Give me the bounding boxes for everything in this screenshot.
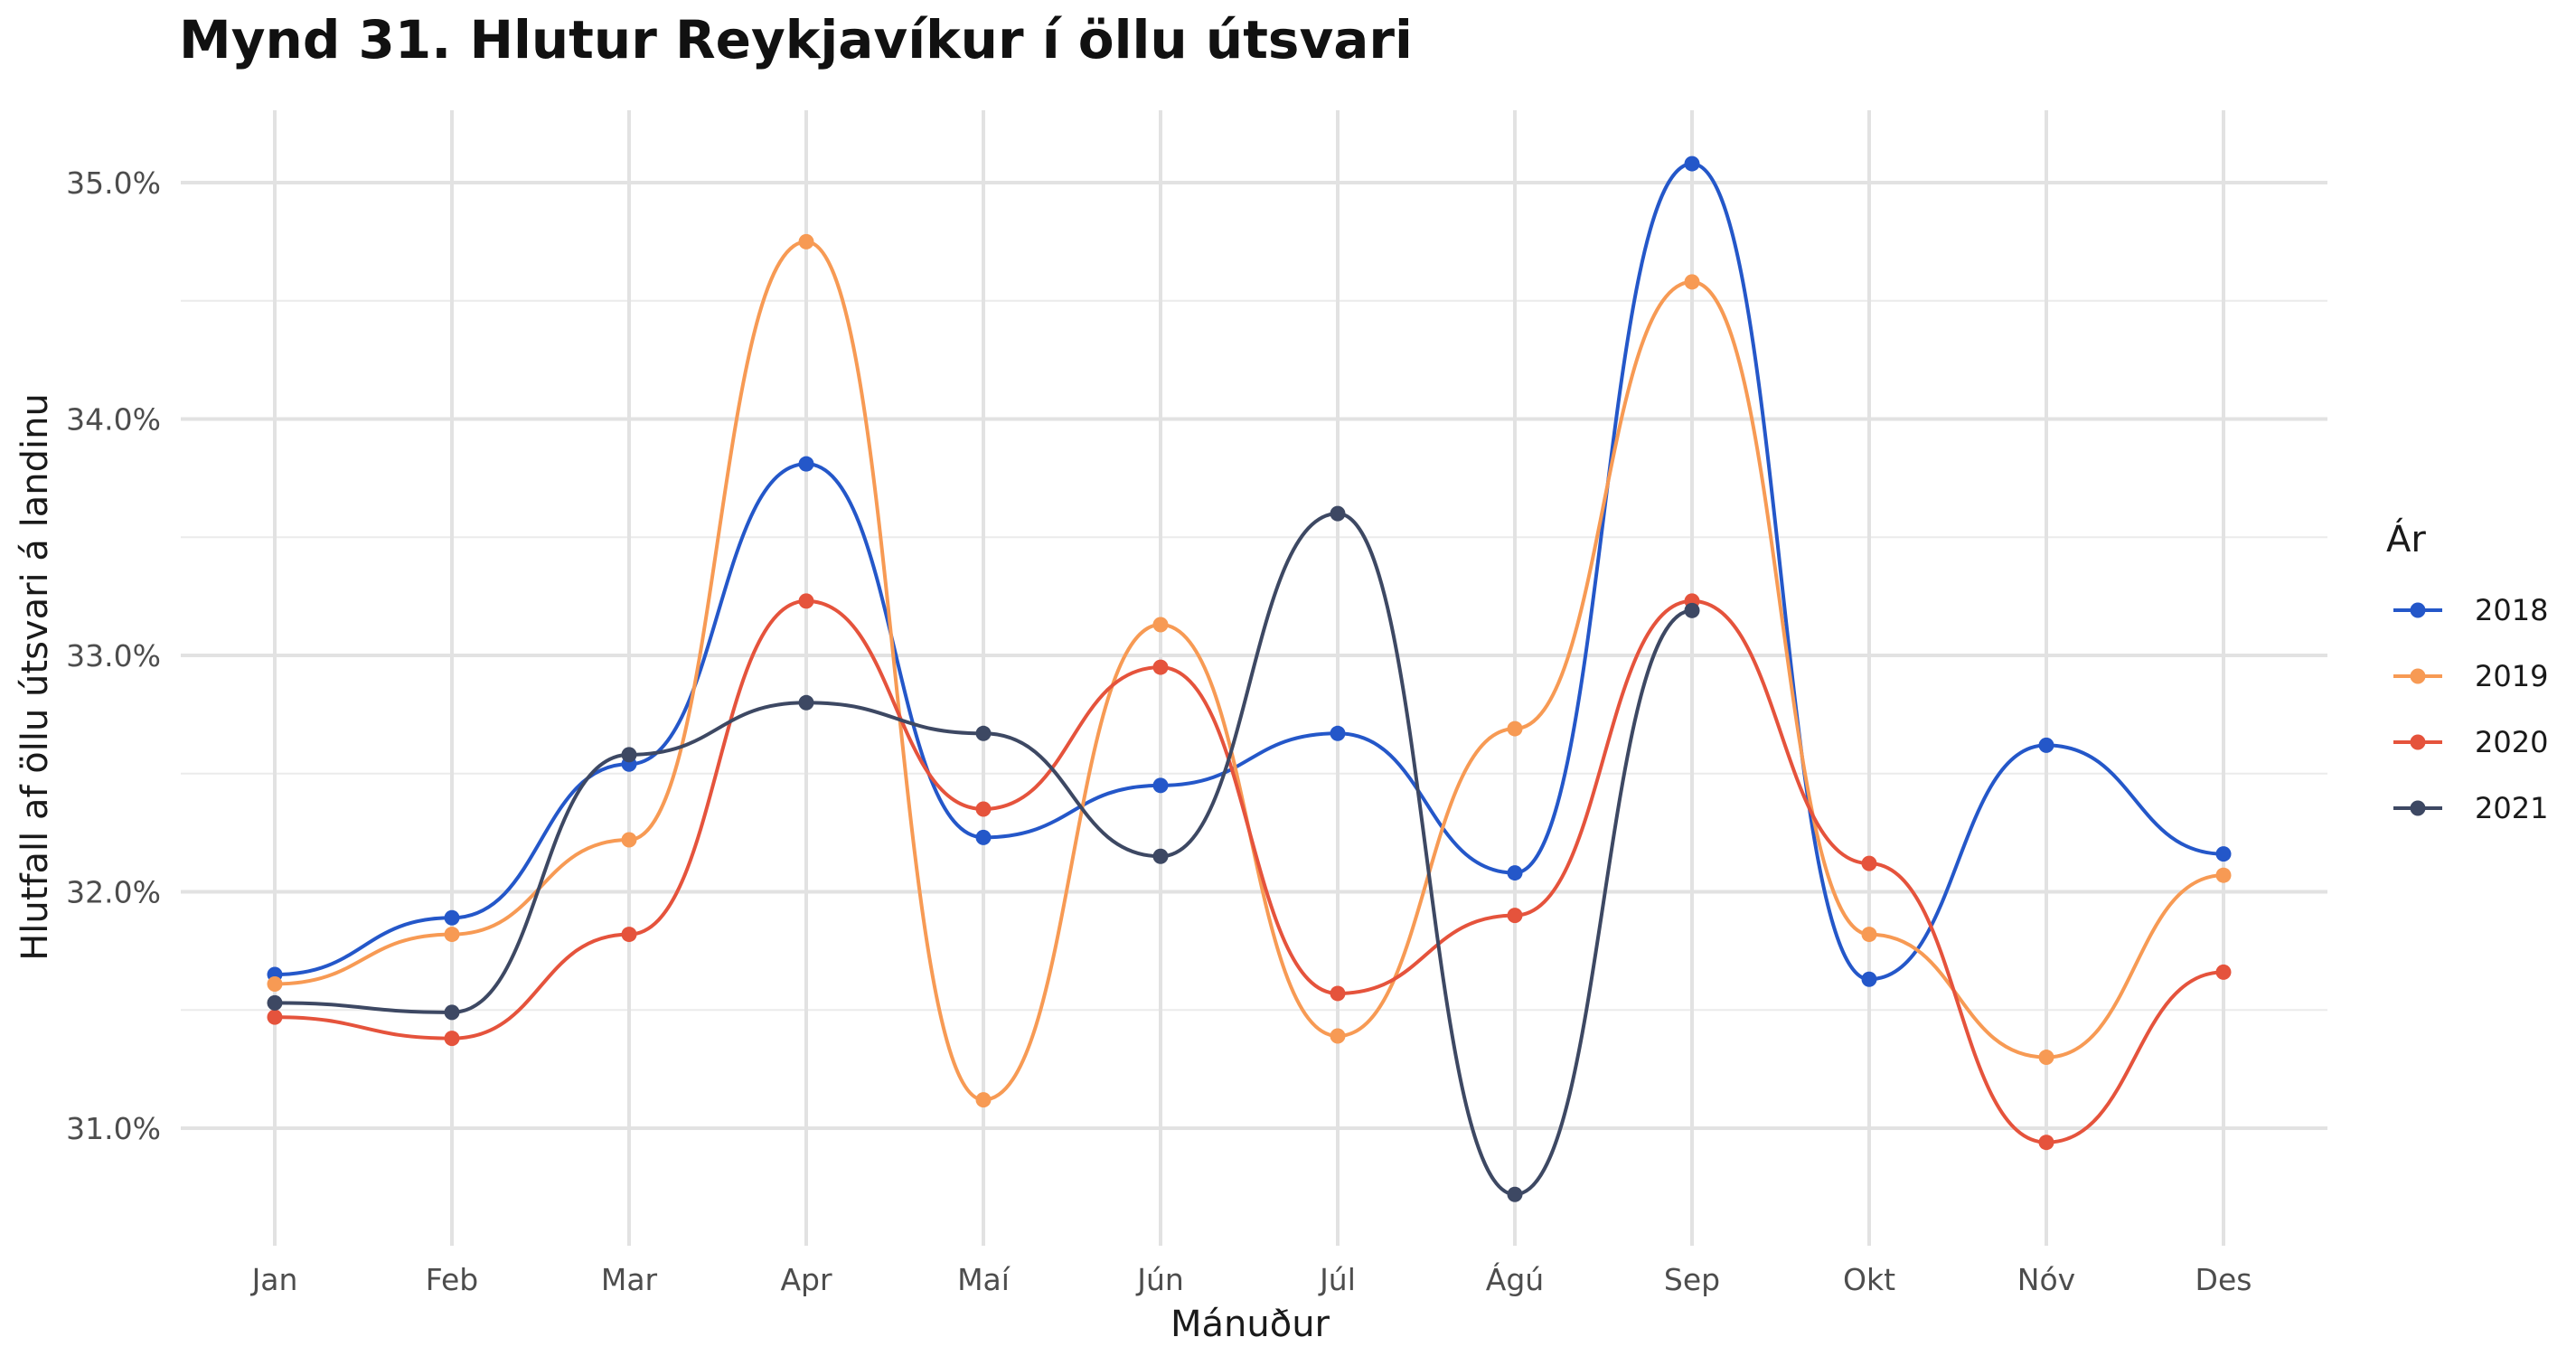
data-point-2019 [1330, 1028, 1346, 1044]
data-point-2019 [1152, 617, 1169, 633]
x-tick-label: Jan [250, 1262, 298, 1297]
data-point-2021 [1507, 1186, 1523, 1202]
data-point-2020 [621, 927, 637, 943]
data-point-2019 [975, 1092, 992, 1108]
x-axis-title: Mánuður [1170, 1304, 1330, 1345]
data-point-2018 [1330, 725, 1346, 741]
data-point-2020 [1152, 659, 1169, 675]
data-point-2021 [621, 747, 637, 763]
data-point-2021 [1684, 602, 1700, 618]
data-point-2018 [444, 909, 460, 926]
legend-key-point [2410, 734, 2426, 750]
data-point-2020 [2038, 1135, 2054, 1151]
data-point-2021 [444, 1004, 460, 1021]
data-point-2020 [444, 1031, 460, 1047]
legend-label: 2020 [2475, 725, 2548, 759]
series-line-2019 [274, 240, 2224, 1102]
x-tick-label: Maí [957, 1262, 1011, 1297]
data-point-2019 [2038, 1050, 2054, 1066]
data-point-2018 [2215, 846, 2232, 862]
data-point-2019 [444, 927, 460, 943]
x-tick-label: Sep [1664, 1262, 1720, 1297]
data-point-2018 [1152, 777, 1169, 794]
x-tick-label: Júl [1318, 1262, 1356, 1297]
data-point-2020 [1861, 855, 1877, 871]
x-tick-label: Jún [1135, 1262, 1184, 1297]
series-lines [274, 162, 2224, 1197]
data-point-2018 [1507, 865, 1523, 881]
data-point-2019 [2215, 867, 2232, 883]
data-point-2018 [2038, 737, 2054, 753]
legend-key-point [2410, 602, 2426, 618]
legend-key-point [2410, 800, 2426, 816]
legend-items: 2018 2019 2020 2021 [2393, 593, 2548, 825]
grid-lines [181, 110, 2327, 1246]
x-tick-label: Des [2195, 1262, 2252, 1297]
x-tick-label: Okt [1843, 1262, 1895, 1297]
y-tick-label: 35.0% [66, 165, 161, 201]
x-tick-label: Ágú [1486, 1261, 1544, 1297]
series-points [267, 155, 2232, 1202]
legend-label: 2021 [2475, 791, 2548, 825]
y-axis-ticks: 31.0% 32.0% 33.0% 34.0% 35.0% [66, 165, 161, 1146]
legend-title: Ár [2386, 517, 2426, 560]
y-tick-label: 33.0% [66, 638, 161, 673]
data-point-2020 [267, 1009, 283, 1025]
data-point-2020 [1330, 985, 1346, 1002]
data-point-2021 [975, 725, 992, 741]
data-point-2018 [1861, 971, 1877, 987]
data-point-2020 [2215, 964, 2232, 980]
data-point-2019 [1861, 927, 1877, 943]
data-point-2019 [621, 832, 637, 848]
data-point-2021 [1152, 848, 1169, 864]
y-tick-label: 31.0% [66, 1111, 161, 1146]
data-point-2020 [1507, 908, 1523, 924]
data-point-2019 [1507, 720, 1523, 737]
data-point-2018 [975, 829, 992, 845]
data-point-2020 [798, 593, 814, 609]
series-line-2020 [274, 598, 2224, 1144]
data-point-2020 [975, 801, 992, 817]
legend-key-point [2410, 668, 2426, 684]
data-point-2019 [798, 233, 814, 250]
data-point-2019 [1684, 274, 1700, 290]
data-point-2021 [798, 694, 814, 711]
x-tick-label: Feb [426, 1262, 478, 1297]
legend: Ár 2018 2019 2020 2021 [2386, 517, 2548, 825]
series-line-2018 [274, 162, 2224, 982]
data-point-2019 [267, 975, 283, 992]
x-tick-label: Mar [601, 1262, 658, 1297]
chart-title: Mynd 31. Hlutur Reykjavíkur í öllu útsva… [179, 9, 1413, 71]
y-tick-label: 34.0% [66, 402, 161, 438]
legend-label: 2018 [2475, 593, 2548, 627]
data-point-2021 [1330, 505, 1346, 522]
data-point-2021 [267, 994, 283, 1011]
data-point-2018 [1684, 155, 1700, 172]
x-tick-label: Apr [780, 1262, 832, 1297]
y-tick-label: 32.0% [66, 875, 161, 910]
y-axis-title: Hlutfall af öllu útsvari á landinu [14, 393, 56, 961]
x-tick-label: Nóv [2017, 1262, 2075, 1297]
legend-label: 2019 [2475, 659, 2548, 693]
x-axis-ticks: Jan Feb Mar Apr Maí Jún Júl Ágú Sep Okt Nóv Des [250, 1261, 2252, 1297]
data-point-2018 [798, 456, 814, 472]
